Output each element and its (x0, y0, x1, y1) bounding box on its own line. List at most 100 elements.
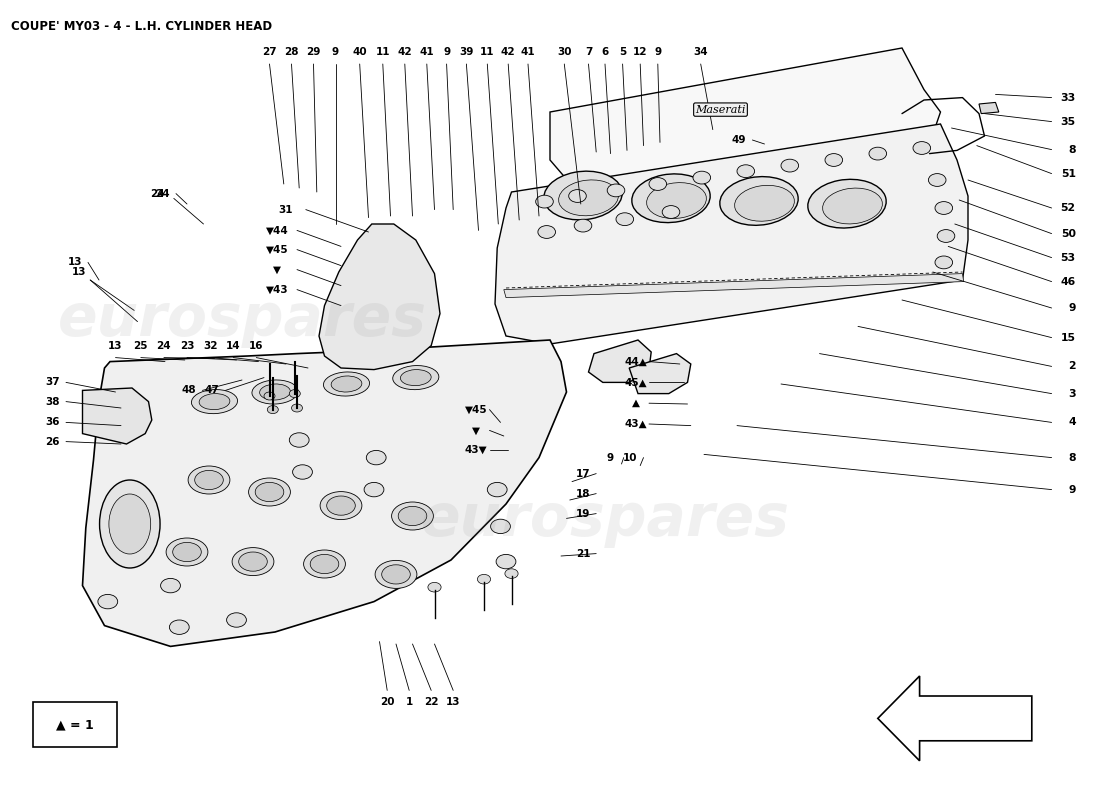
Text: 18: 18 (575, 489, 591, 498)
Text: ▼45: ▼45 (266, 245, 288, 254)
Text: 1: 1 (406, 698, 412, 707)
Circle shape (781, 159, 799, 172)
Text: 27: 27 (262, 47, 277, 57)
Circle shape (98, 594, 118, 609)
Circle shape (364, 482, 384, 497)
Text: 51: 51 (1060, 169, 1076, 178)
Circle shape (869, 147, 887, 160)
Circle shape (289, 433, 309, 447)
Text: 47: 47 (205, 386, 220, 395)
Text: 34: 34 (693, 47, 708, 57)
Circle shape (477, 574, 491, 584)
Text: 31: 31 (278, 205, 294, 214)
Circle shape (161, 578, 180, 593)
Polygon shape (979, 102, 999, 114)
Text: 40: 40 (352, 47, 367, 57)
Text: 14: 14 (226, 341, 241, 350)
Polygon shape (319, 224, 440, 370)
Text: 42: 42 (397, 47, 412, 57)
Ellipse shape (310, 554, 339, 574)
Text: 2: 2 (1068, 362, 1076, 371)
Ellipse shape (173, 542, 201, 562)
Ellipse shape (166, 538, 208, 566)
Text: 6: 6 (602, 47, 608, 57)
Circle shape (737, 165, 755, 178)
Text: 50: 50 (1060, 229, 1076, 238)
Text: 53: 53 (1060, 253, 1076, 262)
Text: 44▲: 44▲ (625, 357, 647, 366)
Circle shape (935, 256, 953, 269)
Text: 48: 48 (182, 386, 197, 395)
Ellipse shape (323, 372, 370, 396)
Ellipse shape (255, 482, 284, 502)
Text: 13: 13 (72, 267, 87, 277)
Ellipse shape (647, 182, 706, 218)
Text: 7: 7 (585, 47, 592, 57)
Ellipse shape (735, 186, 794, 222)
Text: 39: 39 (459, 47, 474, 57)
Circle shape (366, 450, 386, 465)
Text: 8: 8 (1068, 145, 1076, 154)
Text: eurospares: eurospares (420, 491, 790, 549)
Ellipse shape (327, 496, 355, 515)
Ellipse shape (631, 174, 711, 222)
Ellipse shape (99, 480, 161, 568)
Circle shape (607, 184, 625, 197)
Ellipse shape (199, 394, 230, 410)
Text: 35: 35 (1060, 117, 1076, 126)
Circle shape (649, 178, 667, 190)
Text: 12: 12 (632, 47, 648, 57)
Text: 9: 9 (1068, 485, 1076, 494)
FancyBboxPatch shape (33, 702, 117, 747)
Ellipse shape (109, 494, 151, 554)
Ellipse shape (260, 384, 290, 400)
Circle shape (293, 465, 312, 479)
Ellipse shape (191, 390, 238, 414)
Circle shape (913, 142, 931, 154)
Text: 8: 8 (1068, 453, 1076, 462)
Text: 20: 20 (379, 698, 395, 707)
Circle shape (292, 404, 302, 412)
Text: ▼: ▼ (472, 426, 481, 435)
Circle shape (496, 554, 516, 569)
Ellipse shape (719, 177, 799, 226)
Ellipse shape (398, 506, 427, 526)
Text: 25: 25 (133, 341, 148, 350)
Text: 13: 13 (446, 698, 461, 707)
Text: 17: 17 (575, 469, 591, 478)
Circle shape (227, 613, 246, 627)
Text: 10: 10 (623, 453, 638, 462)
Text: Maserati: Maserati (695, 105, 746, 114)
Ellipse shape (823, 188, 882, 224)
Text: 9: 9 (1068, 303, 1076, 313)
Circle shape (538, 226, 556, 238)
Text: 9: 9 (654, 47, 661, 57)
Text: 42: 42 (500, 47, 516, 57)
Polygon shape (504, 274, 964, 298)
Text: ▼45: ▼45 (465, 405, 487, 414)
Text: 43▲: 43▲ (625, 419, 647, 429)
Text: ▼43: ▼43 (266, 285, 288, 294)
Circle shape (693, 171, 711, 184)
Text: 4: 4 (1068, 418, 1076, 427)
Ellipse shape (382, 565, 410, 584)
Text: 36: 36 (45, 418, 60, 427)
Text: 22: 22 (424, 698, 439, 707)
Text: 9: 9 (607, 453, 614, 462)
Text: 15: 15 (1060, 333, 1076, 342)
Text: 43▼: 43▼ (465, 445, 487, 454)
Circle shape (428, 582, 441, 592)
Text: 11: 11 (375, 47, 390, 57)
Ellipse shape (393, 366, 439, 390)
Ellipse shape (320, 491, 362, 520)
Text: 41: 41 (520, 47, 536, 57)
Polygon shape (588, 340, 651, 382)
Text: 32: 32 (202, 341, 218, 350)
Circle shape (536, 195, 553, 208)
Ellipse shape (249, 478, 290, 506)
Ellipse shape (807, 179, 887, 228)
Text: COUPE' MY03 - 4 - L.H. CYLINDER HEAD: COUPE' MY03 - 4 - L.H. CYLINDER HEAD (11, 20, 272, 33)
Text: 52: 52 (1060, 203, 1076, 213)
Circle shape (264, 392, 275, 400)
Text: 38: 38 (45, 397, 60, 406)
